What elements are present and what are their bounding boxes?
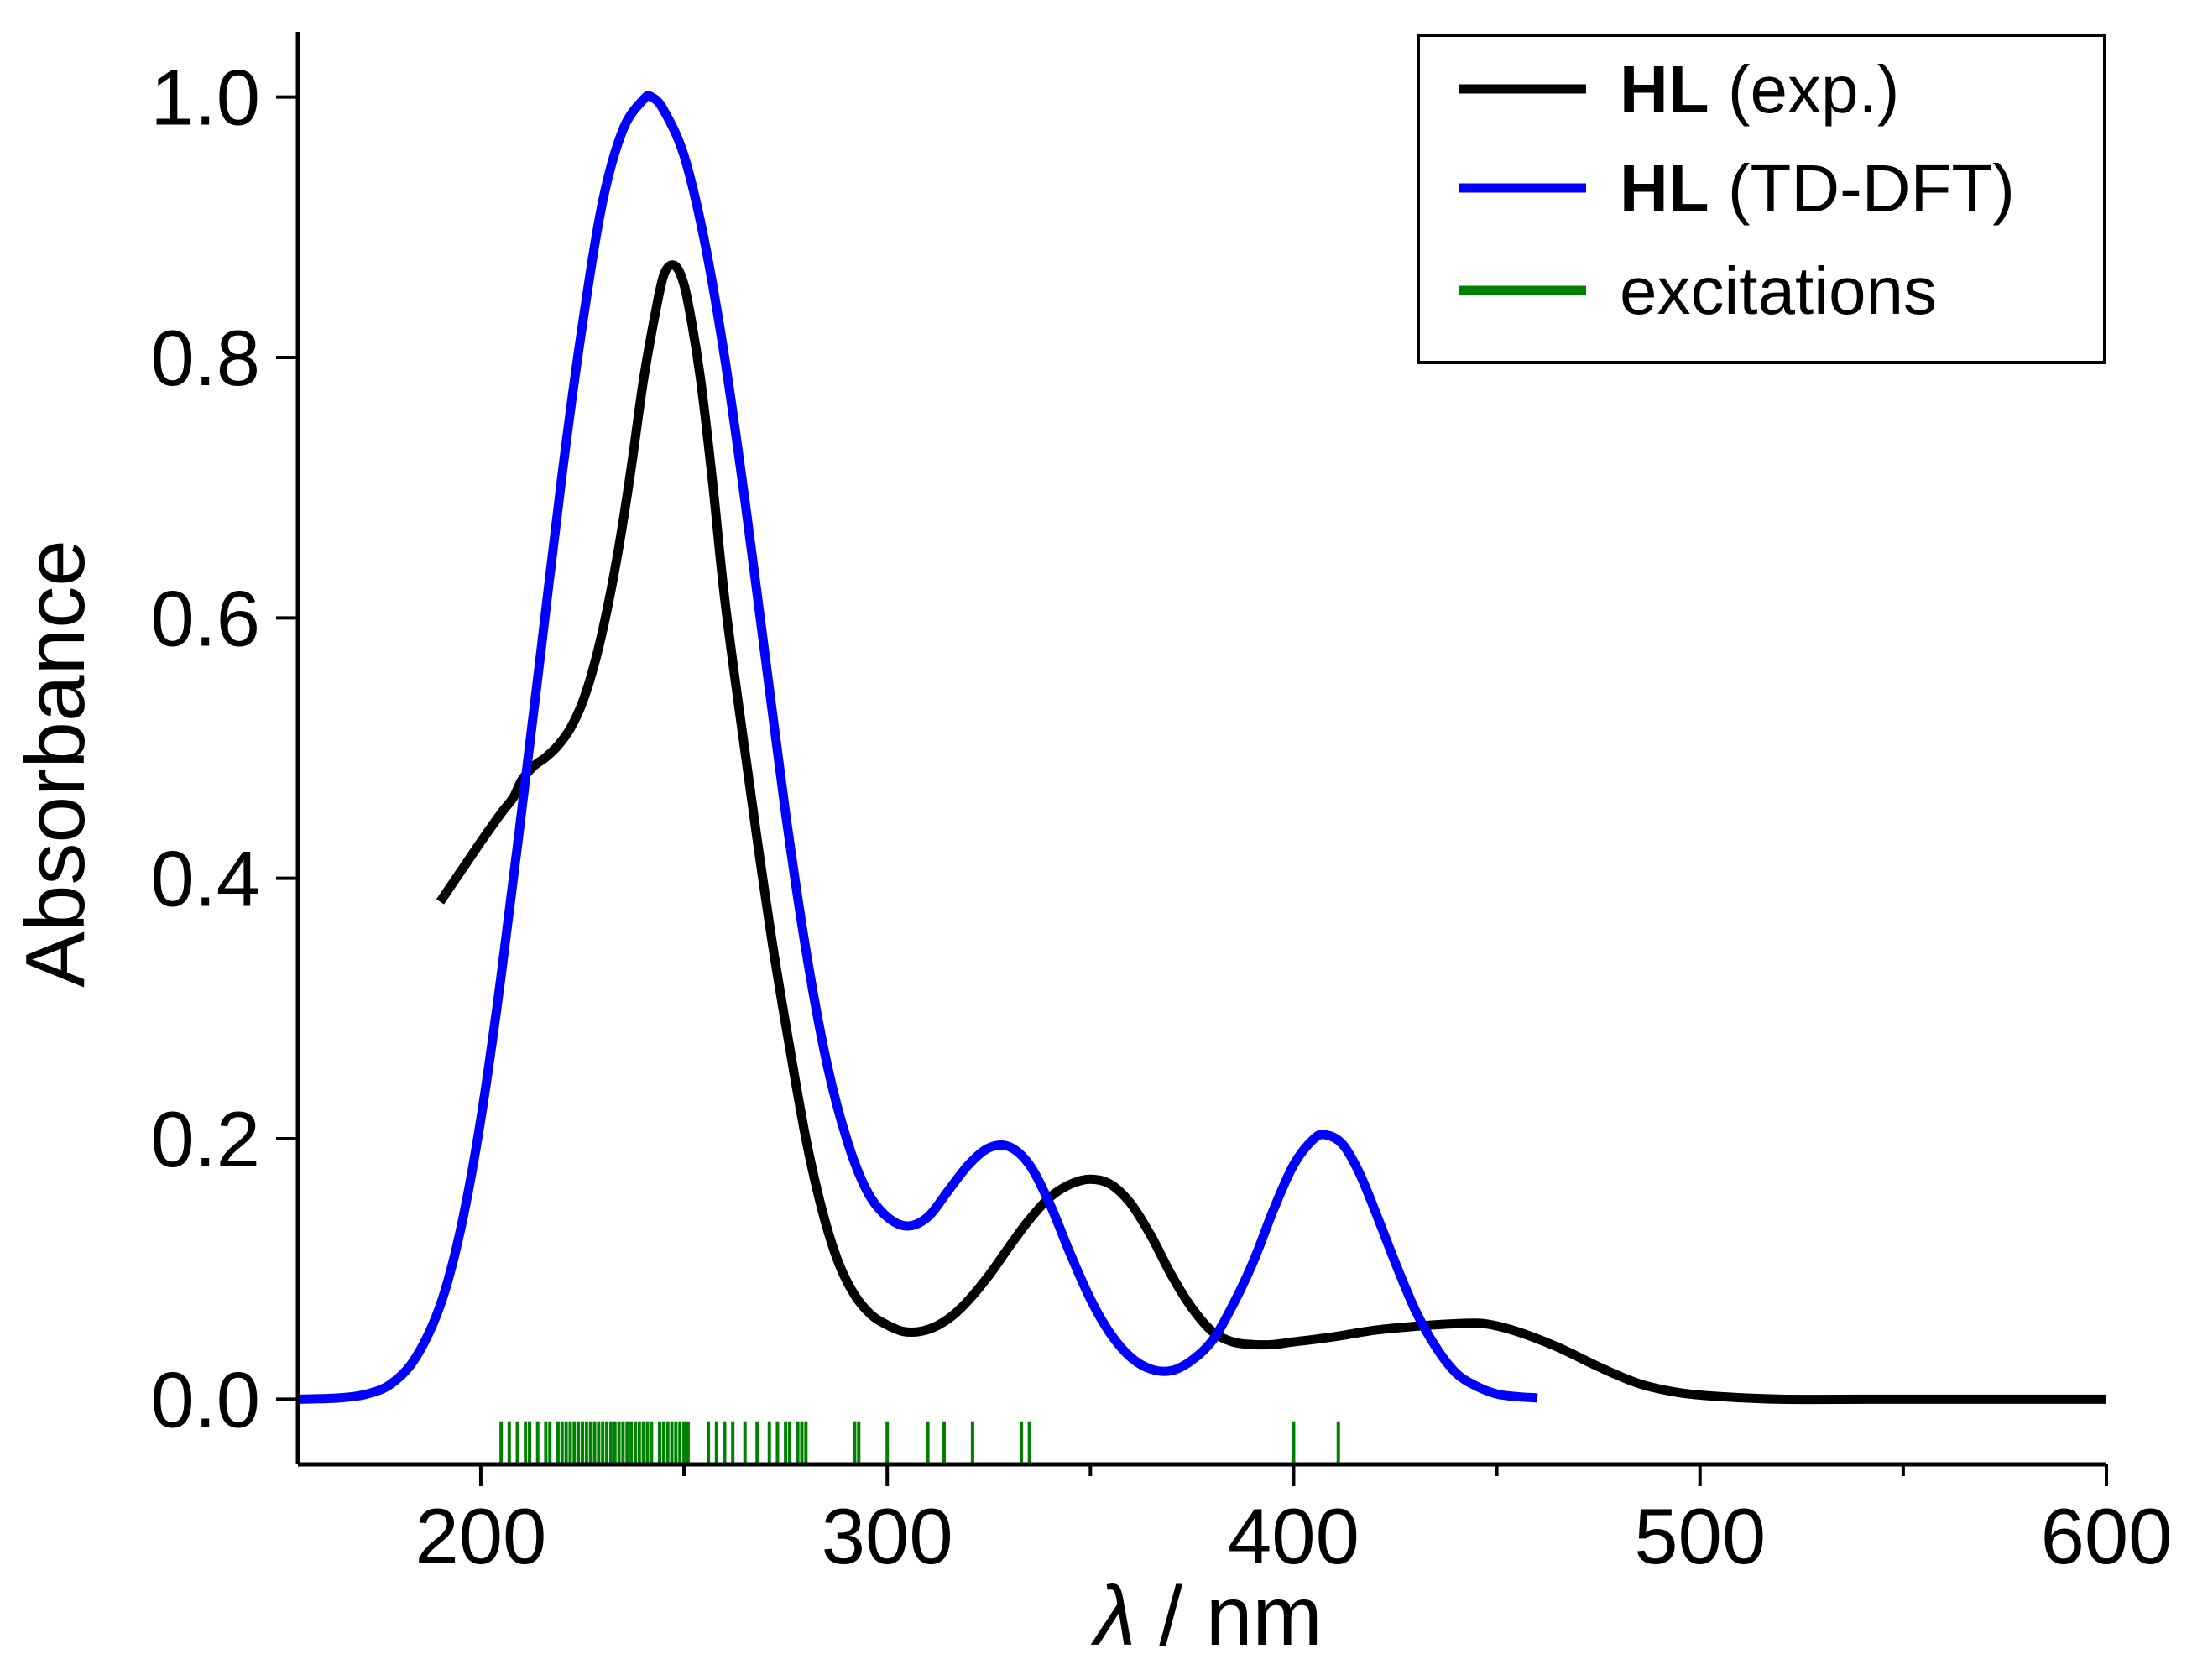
x-ticks: 200 300 400 500 600 xyxy=(415,1464,2172,1580)
legend-label-tddft: HL (TD-DFT) xyxy=(1620,151,2015,226)
x-axis-symbol: λ xyxy=(1090,1569,1135,1663)
y-tick-label: 0.4 xyxy=(150,835,260,923)
axes: 200 300 400 500 600 0.0 0.2 0.4 0.6 0.8 1.0 xyxy=(150,32,2172,1580)
x-tick-label: 600 xyxy=(2041,1492,2173,1580)
legend-label-excitations: excitations xyxy=(1620,253,1937,328)
series-lines xyxy=(297,91,2106,1405)
excitation-lines xyxy=(499,1421,1340,1464)
legend: HL (exp.) HL (TD-DFT) excitations xyxy=(1417,34,2106,364)
y-tick-label: 0.8 xyxy=(150,314,260,402)
x-tick-label: 300 xyxy=(822,1492,953,1580)
x-tick-label: 200 xyxy=(415,1492,546,1580)
x-axis-title: λ / nm xyxy=(1090,1569,1322,1663)
y-ticks: 0.0 0.2 0.4 0.6 0.8 1.0 xyxy=(150,54,298,1443)
y-tick-label: 0.2 xyxy=(150,1095,260,1183)
plot-area xyxy=(297,91,2106,1464)
y-tick-label: 0.0 xyxy=(150,1355,260,1443)
series-exp-line xyxy=(436,260,2106,1405)
x-tick-label: 400 xyxy=(1228,1492,1360,1580)
y-tick-label: 1.0 xyxy=(150,54,260,142)
legend-label-exp: HL (exp.) xyxy=(1620,52,1899,127)
y-tick-label: 0.6 xyxy=(150,574,260,662)
series-tddft-line xyxy=(297,91,1538,1404)
x-tick-label: 500 xyxy=(1634,1492,1766,1580)
x-axis-unit: / nm xyxy=(1135,1569,1322,1663)
y-axis-title: Absorbance xyxy=(8,540,102,988)
